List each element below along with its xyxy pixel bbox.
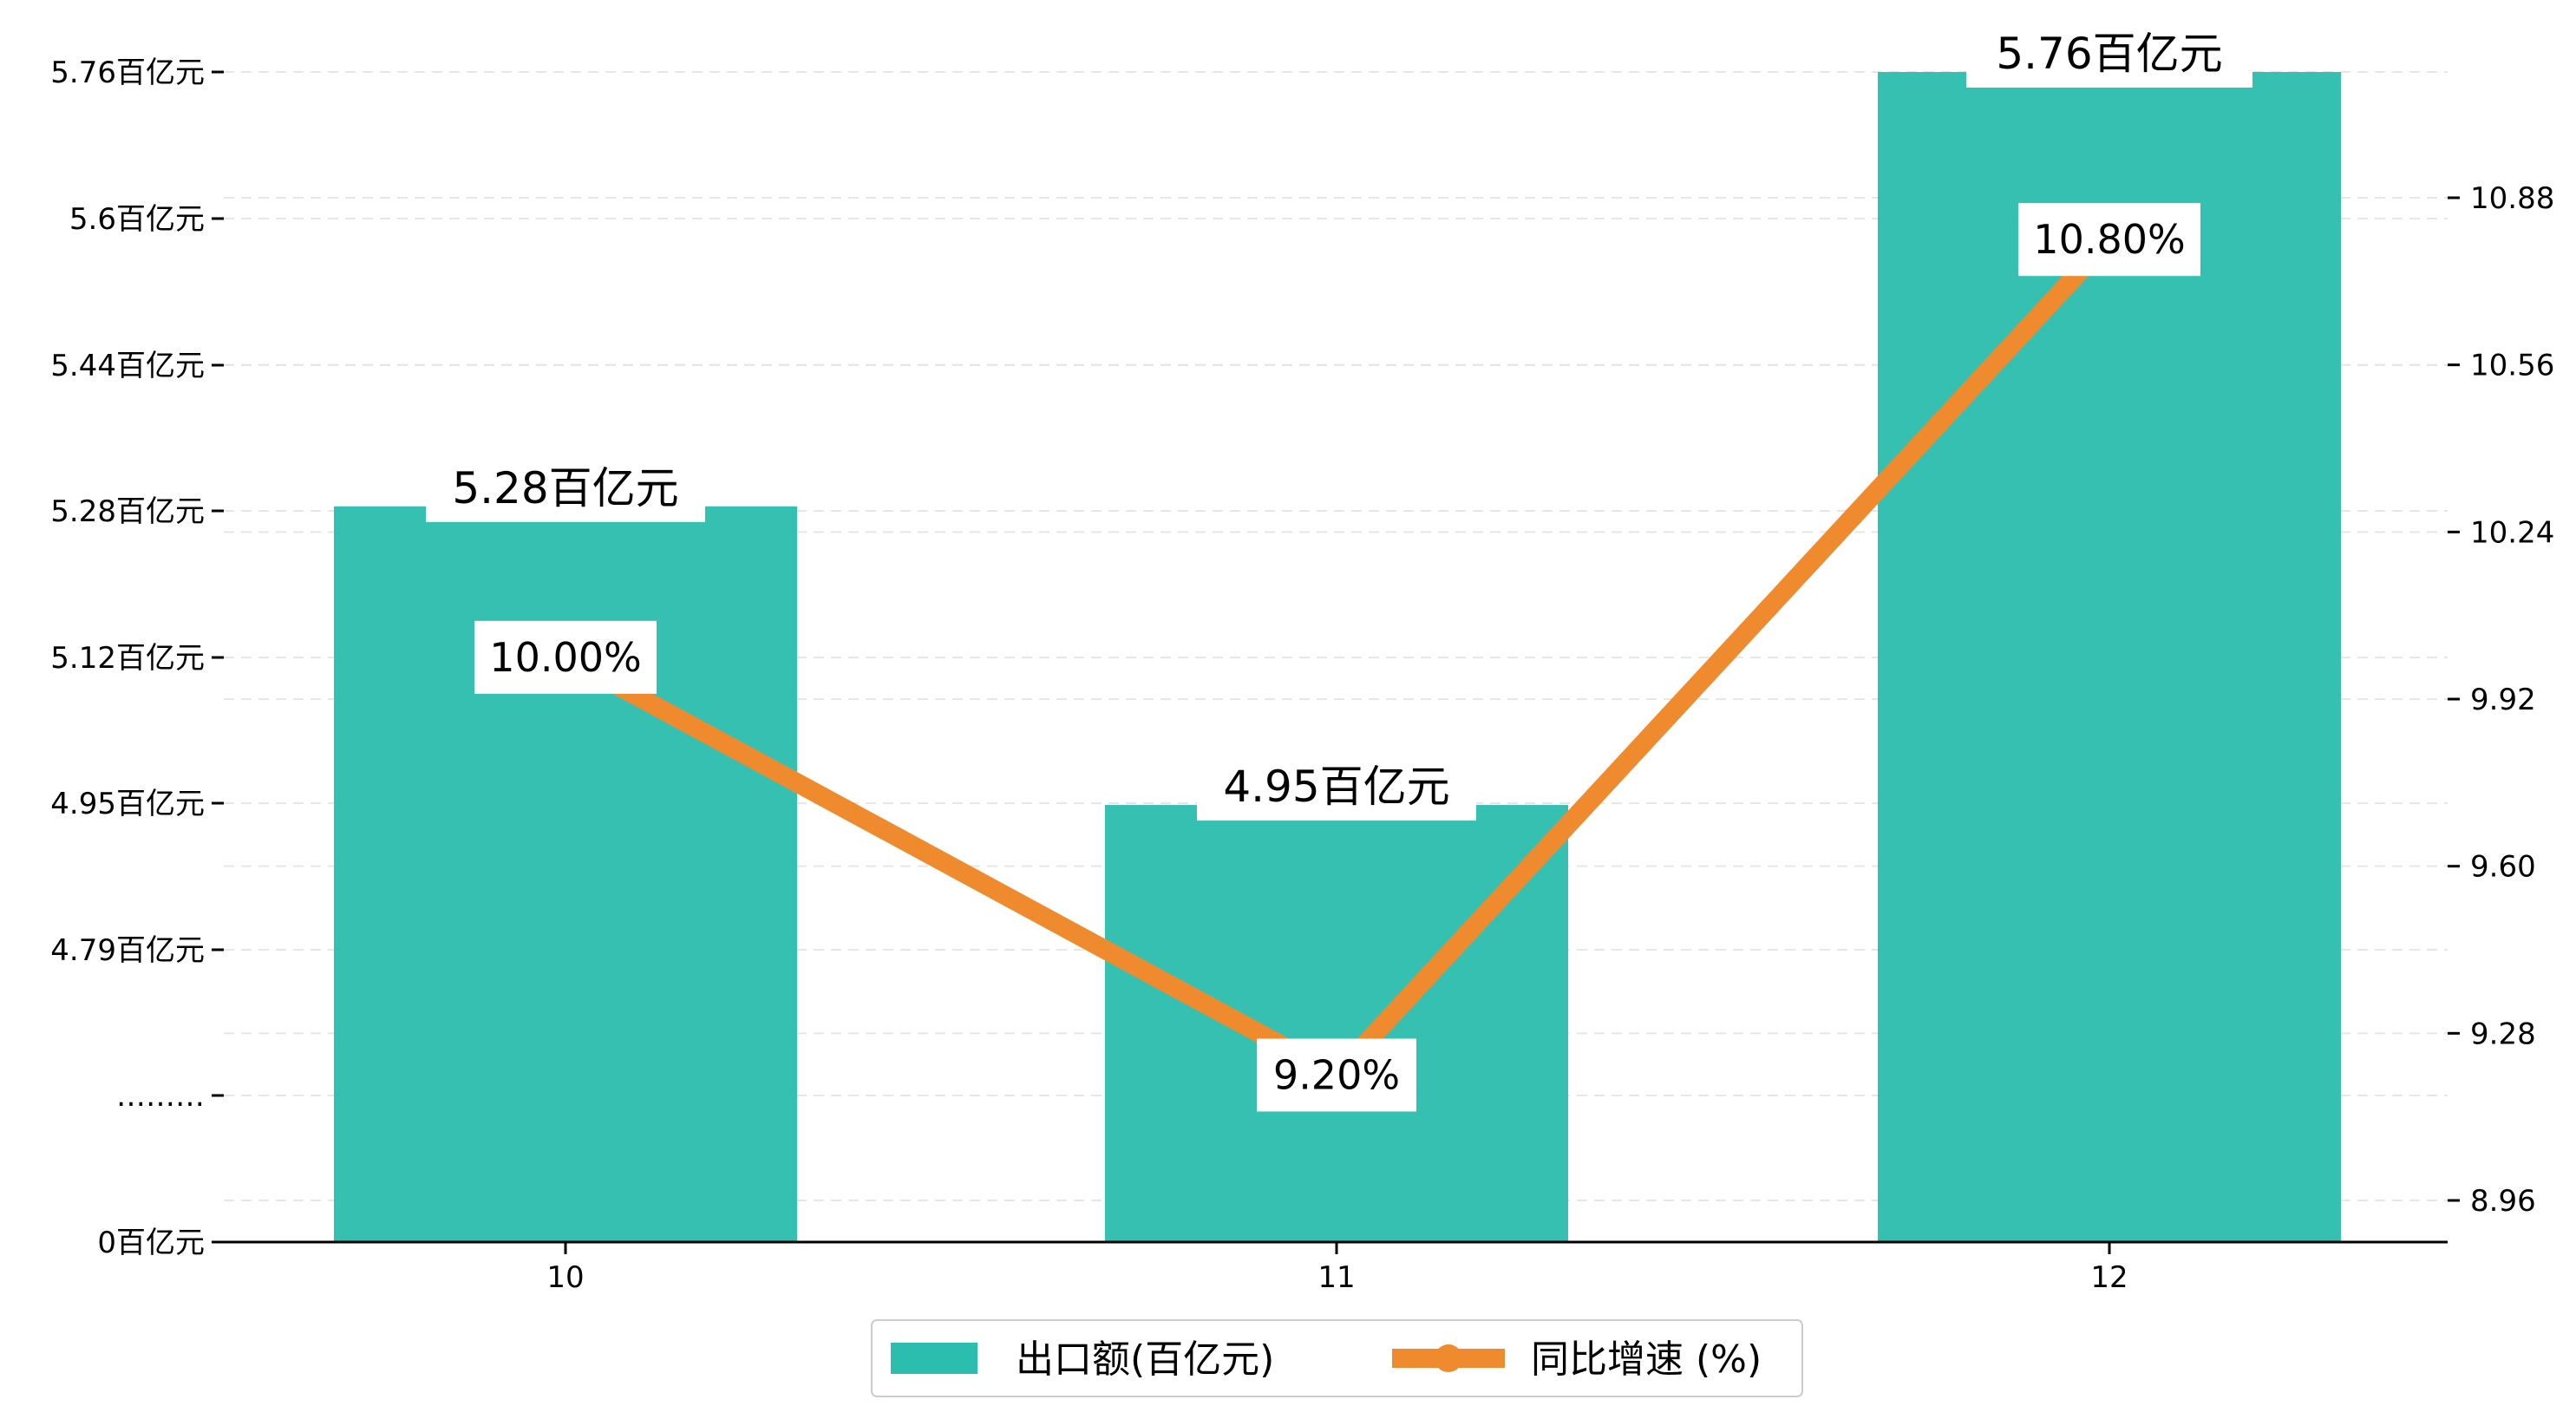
- left-tick-label: ………: [116, 1079, 205, 1114]
- legend-swatch-marker: [1435, 1344, 1462, 1372]
- right-tick-label: 9.92: [2470, 683, 2536, 717]
- legend: 出口额(百亿元) 同比增速 (%): [871, 1319, 1803, 1397]
- right-tick-label: 10.24: [2470, 515, 2554, 550]
- pct-label-box: [1257, 1038, 1416, 1112]
- pct-value-label: 9.20%: [1273, 1052, 1400, 1099]
- x-tick-label: 11: [1317, 1260, 1355, 1295]
- right-tick-label: 10.88: [2470, 181, 2554, 216]
- left-tick-label: 5.76百亿元: [50, 56, 205, 90]
- left-tick-label: 5.12百亿元: [50, 641, 205, 676]
- bar-label-box: [426, 452, 705, 522]
- legend-label-bar: 出口额(百亿元): [1016, 1337, 1274, 1382]
- left-tick-label: 0百亿元: [97, 1226, 205, 1260]
- right-tick-label: 8.96: [2470, 1184, 2536, 1219]
- bar-label-box: [1966, 18, 2252, 88]
- right-tick-label: 9.60: [2470, 850, 2536, 885]
- bar-label-box: [1197, 751, 1476, 821]
- pct-value-label: 10.80%: [2033, 216, 2185, 263]
- axes: 0百亿元 ……… 4.79百亿元 4.95百亿元 5.12百亿元 5.28百亿元 5.44百…: [50, 56, 2554, 1295]
- legend-label-line: 同比增速 (%): [1531, 1337, 1762, 1382]
- pct-label-box: [2018, 203, 2200, 277]
- bar-value-label: 5.76百亿元: [1996, 29, 2222, 79]
- x-tick-label: 12: [2090, 1260, 2128, 1295]
- left-tick-label: 5.6百亿元: [69, 202, 205, 237]
- left-tick-label: 4.79百亿元: [50, 933, 205, 968]
- bar-11: [1105, 805, 1568, 1242]
- bar-10: [334, 506, 797, 1242]
- legend-frame: [871, 1319, 1803, 1397]
- legend-swatch-bar: [891, 1343, 977, 1374]
- right-tick-label: 9.28: [2470, 1017, 2536, 1051]
- bar-value-label: 5.28百亿元: [452, 463, 678, 513]
- left-tick-label: 5.44百亿元: [50, 349, 205, 383]
- left-tick-label: 5.28百亿元: [50, 494, 205, 529]
- data-labels: 5.28百亿元 4.95百亿元 5.76百亿元 10.00% 9.20% 10.80%: [426, 18, 2252, 1112]
- pct-label-box: [474, 620, 657, 694]
- pct-value-label: 10.00%: [489, 634, 641, 681]
- left-tick-label: 4.95百亿元: [50, 787, 205, 821]
- x-tick-label: 10: [546, 1260, 584, 1295]
- bar-value-label: 4.95百亿元: [1223, 762, 1449, 812]
- right-tick-label: 10.56: [2470, 349, 2554, 383]
